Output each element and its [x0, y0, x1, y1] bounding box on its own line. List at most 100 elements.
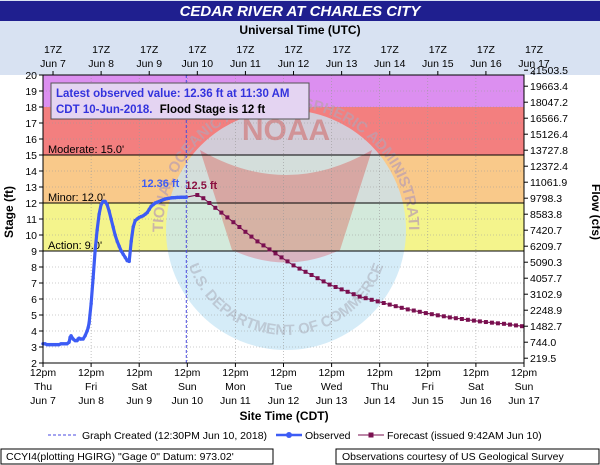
- stage-line-label-0: Action: 9.0': [48, 240, 102, 252]
- bottom-axis-day-label: Tue: [275, 381, 293, 393]
- forecast-point: [387, 302, 392, 307]
- observed-point: [89, 302, 93, 306]
- stage-axis-tick-label: 13: [25, 182, 37, 194]
- bottom-axis-date-label: Jun 17: [508, 395, 540, 407]
- forecast-point: [447, 315, 452, 320]
- bottom-axis-day-label: Sat: [131, 381, 147, 393]
- observed-point: [147, 207, 151, 212]
- forecast-point: [513, 323, 518, 328]
- observed-point: [87, 321, 91, 325]
- forecast-point: [393, 304, 398, 309]
- bottom-axis-date-label: Jun 16: [460, 395, 492, 407]
- observed-point: [123, 255, 127, 260]
- top-axis-date-label: Jun 12: [278, 58, 310, 70]
- stage-axis-tick-label: 12: [25, 198, 37, 210]
- observed-point: [145, 210, 149, 215]
- flow-axis-tick-label: 12372.4: [530, 161, 568, 173]
- top-axis-tick-label: 17Z: [92, 44, 111, 56]
- forecast-point: [279, 255, 284, 260]
- stage-axis-tick-label: 16: [25, 134, 37, 146]
- forecast-point: [297, 266, 302, 271]
- forecast-point: [411, 308, 416, 313]
- observed-point: [107, 209, 111, 213]
- forecast-point: [477, 319, 482, 324]
- forecast-point: [519, 324, 524, 329]
- flow-axis-tick-label: 6209.7: [530, 241, 562, 253]
- flow-axis-tick-label: 11061.9: [530, 177, 567, 189]
- stage-axis-tick-label: 17: [25, 118, 37, 130]
- forecast-point: [435, 313, 440, 318]
- bottom-axis-time-label: 12pm: [78, 367, 105, 379]
- bottom-axis-time-label: 12pm: [270, 367, 297, 379]
- observed-point: [95, 228, 99, 232]
- flow-axis-tick-label: 19663.4: [530, 81, 568, 93]
- top-axis-date-label: Jun 7: [40, 58, 66, 70]
- observed-point: [99, 202, 103, 207]
- bottom-axis-date-label: Jun 15: [412, 395, 444, 407]
- observed-point: [85, 329, 89, 333]
- footer-datum-text: CCYI4(plotting HGIRG) "Gage 0" Datum: 97…: [6, 451, 234, 463]
- stage-axis-tick-label: 3: [31, 342, 37, 354]
- forecast-point: [351, 292, 356, 297]
- legend-observed-marker: [286, 432, 292, 438]
- flow-axis-tick-label: 18047.2: [530, 97, 568, 109]
- bottom-axis-day-label: Mon: [225, 381, 246, 393]
- forecast-point: [489, 320, 494, 325]
- bottom-axis-time-label: 12pm: [463, 367, 490, 379]
- forecast-point: [231, 220, 236, 225]
- stage-axis-tick-label: 8: [31, 262, 37, 274]
- forecast-point: [225, 215, 230, 220]
- bottom-axis-time-label: 12pm: [318, 367, 345, 379]
- stage-axis-tick-label: 20: [25, 70, 37, 82]
- forecast-point: [423, 311, 428, 316]
- top-axis-date-label: Jun 14: [374, 58, 406, 70]
- top-utc-axis: 17Z Jun 7 17Z Jun 8 17Z Jun 9 17Z Jun 10 17Z Jun …: [40, 44, 550, 75]
- flow-axis-tick-label: 9798.3: [530, 193, 562, 205]
- flow-axis-tick-label: 1482.7: [530, 321, 562, 333]
- top-axis-date-label: Jun 9: [136, 58, 162, 70]
- flow-axis-tick-label: 219.5: [530, 353, 556, 365]
- latest-value-line2: CDT 10-Jun-2018. Flood Stage is 12 ft: [56, 104, 265, 116]
- forecast-point: [309, 273, 314, 277]
- flood-stage-note: Flood Stage is 12 ft: [160, 104, 266, 116]
- forecast-point: [345, 289, 350, 294]
- top-axis-date-label: Jun 17: [518, 58, 550, 70]
- observed-point: [109, 217, 113, 221]
- forecast-point: [201, 196, 206, 201]
- stage-axis-tick-label: 11: [26, 214, 37, 226]
- forecast-point: [285, 259, 290, 264]
- forecast-point: [339, 287, 344, 292]
- stage-axis: 2 3 4 5 6 7 8 9 10 11 12 13 14 15 16 17 18 19 20: [25, 70, 43, 370]
- footer-right-box: [335, 448, 600, 465]
- bottom-axis-time-label: 12pm: [415, 367, 442, 379]
- forecast-series: [186, 193, 524, 329]
- forecast-point: [315, 276, 320, 281]
- stage-axis-tick-label: 18: [25, 102, 37, 114]
- stage-line-label-1: Minor: 12.0': [48, 192, 105, 204]
- forecast-point: [249, 234, 254, 239]
- observed-point: [97, 212, 101, 216]
- top-axis-date-label: Jun 16: [470, 58, 502, 70]
- bottom-axis-day-label: Thu: [371, 381, 389, 393]
- forecast-point: [495, 321, 500, 326]
- bottom-axis-day-label: Sat: [468, 381, 484, 393]
- observed-point: [81, 337, 85, 341]
- observed-point: [184, 195, 188, 199]
- flow-axis-tick-label: 5090.3: [530, 257, 562, 269]
- observed-point: [103, 199, 107, 204]
- forecast-point: [321, 279, 326, 284]
- forecast-point: [375, 299, 380, 304]
- bottom-cdt-axis: 12pm Thu Jun 7 12pm Fri Jun 8 12pm Sat Jun 9 12pm…: [30, 363, 540, 407]
- stage-axis-tick-label: 10: [25, 230, 37, 242]
- stage-axis-tick-label: 9: [31, 246, 37, 258]
- flow-axis-tick-label: 2248.9: [530, 305, 562, 317]
- bottom-axis-time-label: 12pm: [174, 367, 201, 379]
- forecast-point: [333, 285, 338, 289]
- noaa-logo-bird: [200, 150, 372, 263]
- bottom-axis-day-label: Fri: [85, 381, 97, 393]
- stage-line-label-2: Moderate: 15.0': [48, 144, 124, 156]
- forecast-point: [381, 301, 386, 305]
- flow-axis-tick-label: 21503.5: [530, 65, 568, 77]
- title-bar: [0, 1, 600, 21]
